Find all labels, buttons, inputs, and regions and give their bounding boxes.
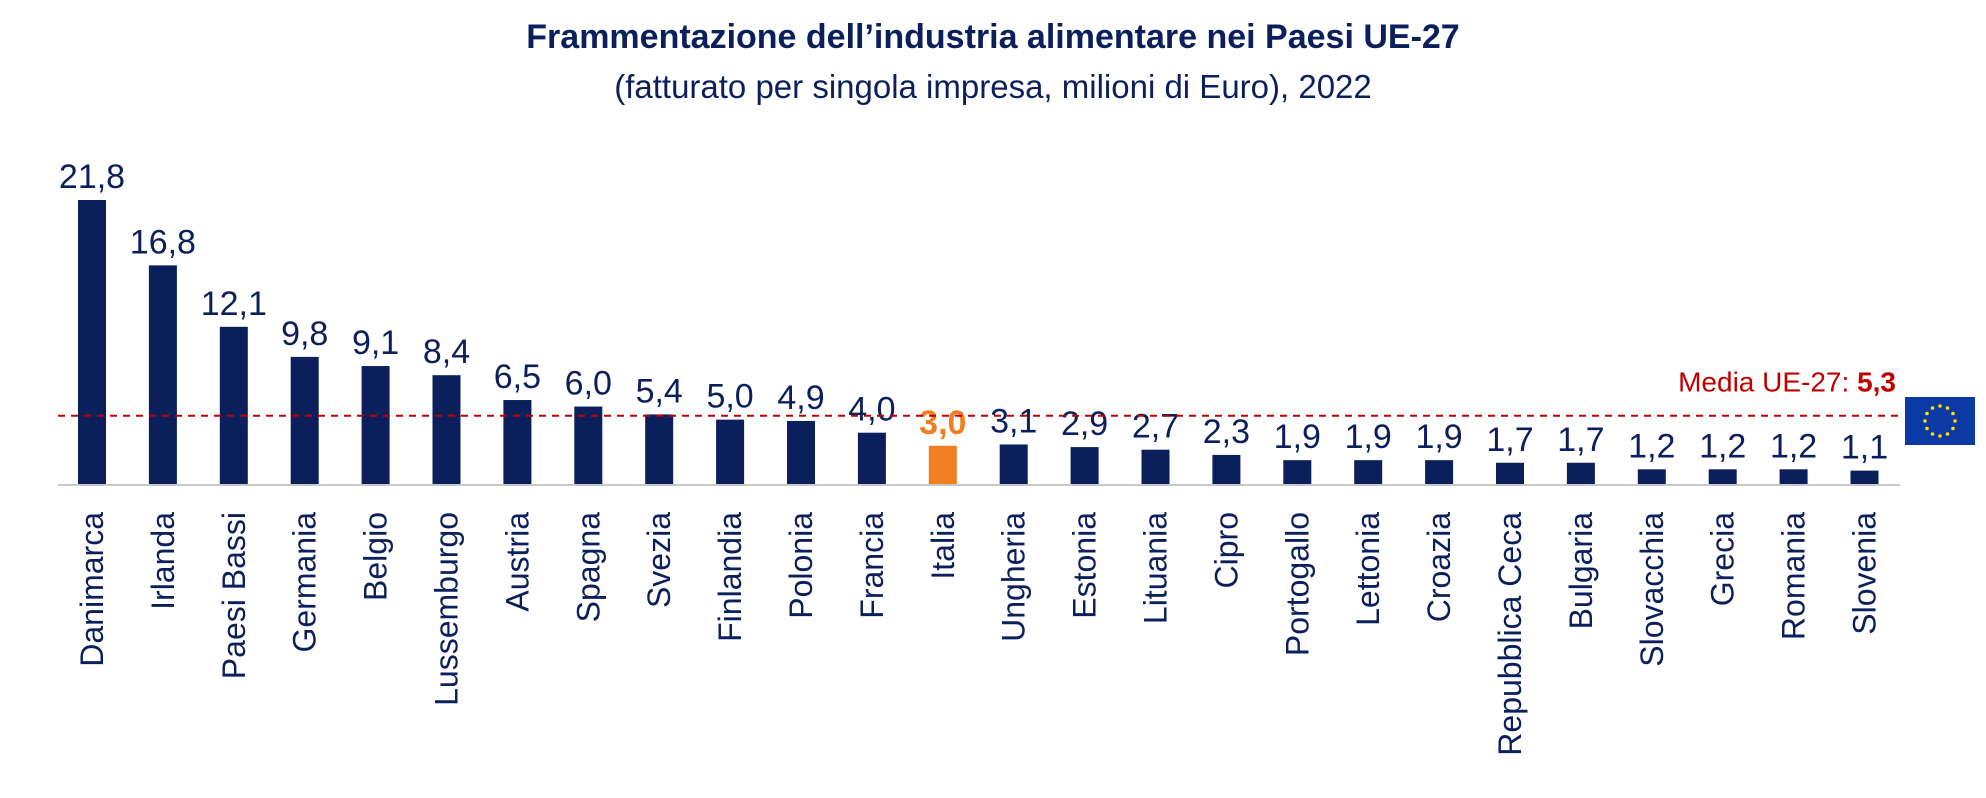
category-label: Cipro xyxy=(1208,512,1244,588)
bar-belgio xyxy=(361,366,390,485)
category-label: Portogallo xyxy=(1279,512,1315,656)
chart-title: Frammentazione dell’industria alimentare… xyxy=(526,18,1460,56)
category-label: Grecia xyxy=(1705,512,1741,606)
category-label: Spagna xyxy=(570,512,606,623)
category-label: Svezia xyxy=(641,512,677,608)
value-label: 3,1 xyxy=(990,402,1037,440)
bar-portogallo xyxy=(1283,460,1312,485)
value-label: 1,1 xyxy=(1841,429,1888,467)
category-label: Slovacchia xyxy=(1634,512,1670,667)
category-label: Repubblica Ceca xyxy=(1492,512,1528,756)
category-label: Bulgaria xyxy=(1563,512,1599,630)
category-label: Irlanda xyxy=(145,512,181,610)
chart-subtitle: (fatturato per singola impresa, milioni … xyxy=(614,68,1372,105)
value-label: 1,9 xyxy=(1274,418,1321,456)
category-label: Lettonia xyxy=(1350,512,1386,626)
category-label: Paesi Bassi xyxy=(216,512,252,679)
value-label: 6,0 xyxy=(565,365,612,403)
bar-estonia xyxy=(1070,447,1099,485)
bar-croazia xyxy=(1425,460,1454,485)
value-label: 9,1 xyxy=(352,324,399,362)
category-label: Lussemburgo xyxy=(429,512,465,706)
bar-repubblica-ceca xyxy=(1496,462,1524,485)
bar-lussemburgo xyxy=(432,375,461,485)
bar-irlanda xyxy=(148,265,177,485)
average-label: Media UE-27: 5,3 xyxy=(1678,367,1896,398)
value-label: 8,4 xyxy=(423,333,470,371)
value-label: 4,0 xyxy=(848,391,895,429)
bar-romania xyxy=(1779,469,1808,485)
value-label: 5,0 xyxy=(706,378,753,416)
category-label: Belgio xyxy=(358,512,394,601)
category-label: Francia xyxy=(854,512,890,619)
category-label: Lituania xyxy=(1138,512,1174,624)
category-label: Danimarca xyxy=(74,512,110,667)
average-label-prefix: Media UE-27: xyxy=(1678,367,1857,398)
bar-slovacchia xyxy=(1637,469,1666,485)
value-label: 9,8 xyxy=(281,315,328,353)
value-label: 1,9 xyxy=(1415,418,1462,456)
bar-paesi-bassi xyxy=(219,326,248,485)
category-label: Romania xyxy=(1776,512,1812,640)
bar-slovenia xyxy=(1850,470,1879,485)
bar-germania xyxy=(290,356,319,485)
value-label: 1,7 xyxy=(1486,421,1533,459)
bar-lettonia xyxy=(1354,460,1383,485)
value-label: 6,5 xyxy=(494,358,541,396)
bar-finlandia xyxy=(716,419,745,485)
category-label: Slovenia xyxy=(1847,512,1883,635)
category-label: Finlandia xyxy=(712,512,748,642)
bar-polonia xyxy=(787,420,815,485)
bar-austria xyxy=(503,400,532,485)
bar-lituania xyxy=(1141,449,1170,485)
bar-cipro xyxy=(1212,454,1241,485)
bar-svezia xyxy=(645,414,674,485)
value-label: 4,9 xyxy=(777,379,824,417)
value-label: 1,7 xyxy=(1557,421,1604,459)
bar-grecia xyxy=(1708,469,1737,485)
bar-francia xyxy=(857,432,886,485)
bar-spagna xyxy=(574,406,603,485)
category-label: Italia xyxy=(925,512,961,580)
value-label: 16,8 xyxy=(130,223,196,261)
value-label: 5,4 xyxy=(636,372,683,410)
bar-ungheria xyxy=(999,444,1028,485)
eu-flag-icon xyxy=(1905,397,1975,445)
category-label: Ungheria xyxy=(996,512,1032,642)
category-label: Germania xyxy=(287,512,323,653)
average-label-value: 5,3 xyxy=(1857,367,1896,398)
value-label: 2,9 xyxy=(1061,405,1108,443)
value-label: 21,8 xyxy=(59,158,125,196)
value-label: 2,7 xyxy=(1132,408,1179,446)
value-label: 1,2 xyxy=(1628,427,1675,465)
category-label: Polonia xyxy=(783,512,819,619)
category-label: Estonia xyxy=(1067,512,1103,619)
category-label: Austria xyxy=(499,512,535,612)
value-label: 1,9 xyxy=(1345,418,1392,456)
bar-italia xyxy=(928,445,957,485)
value-label: 12,1 xyxy=(201,285,267,323)
bar-bulgaria xyxy=(1566,462,1595,485)
bar-danimarca xyxy=(78,200,106,485)
category-label: Croazia xyxy=(1421,512,1457,622)
value-label: 3,0 xyxy=(919,404,966,442)
value-label: 1,2 xyxy=(1770,427,1817,465)
value-label: 2,3 xyxy=(1203,413,1250,451)
value-label: 1,2 xyxy=(1699,427,1746,465)
